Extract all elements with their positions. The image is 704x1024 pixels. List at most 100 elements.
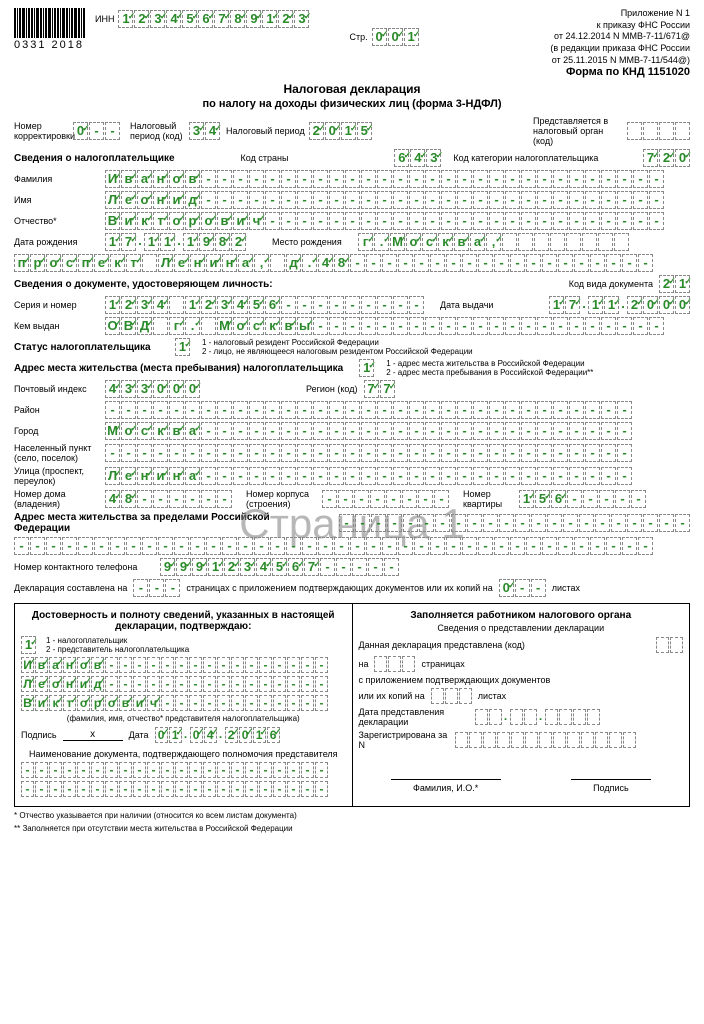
status-label: Статус налогоплательщика <box>14 342 169 353</box>
correction-cells: 0✓-- <box>73 122 120 140</box>
phone-cells: 9✓9✓9✓1✓2✓3✓4✓5✓6✓7✓----- <box>160 558 399 576</box>
official-sub: Сведения о представлении декларации <box>359 623 684 633</box>
official-date-label: Дата представления декларации <box>359 707 469 727</box>
tax-period-cells: 2✓0✓1✓5✓ <box>309 122 372 140</box>
official-copies-lbl1: или их копий на <box>359 691 425 701</box>
form-code: Форма по КНД 1151020 <box>14 66 690 78</box>
confirm-note1: 1 - налогоплательщик <box>46 636 189 645</box>
series-label: Серия и номер <box>14 300 99 310</box>
tax-period-code-label: Налоговый период (код) <box>130 121 185 141</box>
surname-cells: И✓в✓а✓н✓о✓в✓----------------------------… <box>105 170 664 188</box>
region-cells: 7✓7✓ <box>364 380 395 398</box>
district-cells: --------------------------------- <box>105 401 632 419</box>
official-pages-cells <box>374 656 415 672</box>
foreign-addr-cells1: ---------------------- <box>339 514 690 532</box>
tax-period-code-cells: 3✓4✓ <box>189 122 220 140</box>
official-date-cells: .. <box>475 709 600 725</box>
city-label: Город <box>14 426 99 436</box>
decl-pages-cells: --- <box>133 579 180 597</box>
page-cells: 0✓0✓1✓ <box>372 28 419 46</box>
id-doc-label: Сведения о документе, удостоверяющем лич… <box>14 279 273 290</box>
building-label: Номер корпуса (строения) <box>246 489 316 509</box>
confirm-block: Достоверность и полноту сведений, указан… <box>14 603 352 807</box>
decl-pages-lbl1: Декларация составлена на <box>14 583 127 593</box>
dob-label: Дата рождения <box>14 237 99 247</box>
pob-label: Место рождения <box>272 237 352 247</box>
rep-doc-cells1: ---------------------- <box>21 762 328 778</box>
street-label: Улица (проспект, переулок) <box>14 466 99 486</box>
phone-label: Номер контактного телефона <box>14 562 154 572</box>
official-title: Заполняется работником налогового органа <box>359 610 684 621</box>
confirm-surname-cells: И✓в✓а✓н✓о✓в✓---------------- <box>21 657 328 673</box>
header-row: 0331 2018 ИНН 1✓2✓3✓4✓5✓6✓7✓8✓9✓1✓2✓3✓ С… <box>14 8 690 66</box>
name-cells: Л✓е✓о✓н✓и✓д✓----------------------------… <box>105 191 664 209</box>
district-label: Район <box>14 405 99 415</box>
official-reg-label: Зарегистрирована за N <box>359 730 449 750</box>
house-label: Номер дома (владения) <box>14 489 99 509</box>
taxpayer-cat-cells: 7✓2✓0✓ <box>643 149 690 167</box>
date-label: Дата <box>129 730 149 740</box>
official-copies-cells <box>431 688 472 704</box>
address-type-cells: 1✓ <box>359 359 374 377</box>
issue-date-label: Дата выдачи <box>440 300 493 310</box>
confirm-note2: 2 - представитель налогоплательщика <box>46 645 189 654</box>
decl-pages-lbl2: страницах с приложением подтверждающих д… <box>186 583 492 593</box>
official-reg-cells <box>455 732 636 748</box>
doc-subtitle: по налогу на доходы физических лиц (форм… <box>14 98 690 110</box>
doc-type-label: Код вида документа <box>569 279 653 289</box>
tax-period-label: Налоговый период <box>226 126 305 136</box>
apt-label: Номер квартиры <box>463 489 513 509</box>
page-label: Стр. <box>349 32 367 42</box>
patronymic-cells: В✓и✓к✓т✓о✓р✓о✓в✓и✓ч✓--------------------… <box>105 212 664 230</box>
surname-label: Фамилия <box>14 174 99 184</box>
street-cells: Л✓е✓н✓и✓н✓а✓--------------------------- <box>105 467 632 485</box>
inn-cells: 1✓2✓3✓4✓5✓6✓7✓8✓9✓1✓2✓3✓ <box>118 10 309 28</box>
official-sign-label: Подпись <box>571 783 651 793</box>
decl-pages-lbl3: листах <box>552 583 580 593</box>
foreign-addr-cells2: ---------------------------------------- <box>14 537 653 555</box>
submit-to-label: Представляется в налоговый орган (код) <box>533 116 623 146</box>
taxpayer-cat-label: Код категории налогоплательщика <box>453 153 598 163</box>
apt-cells: 1✓5✓6✓----- <box>519 490 646 508</box>
rep-doc-cells2: ---------------------- <box>21 781 328 797</box>
patronymic-label: Отчество* <box>14 216 99 226</box>
pob1-cells: г✓.✓М✓о✓с✓к✓в✓а✓,✓ <box>358 233 629 251</box>
doc-type-cells: 2✓1✓ <box>659 275 690 293</box>
official-block: Заполняется работником налогового органа… <box>352 603 691 807</box>
top-right-notes: Приложение N 1 к приказу ФНС России от 2… <box>550 8 690 66</box>
official-copies-lbl2: листах <box>478 691 506 701</box>
locality-cells: --------------------------------- <box>105 444 632 462</box>
country-code-label: Код страны <box>241 153 289 163</box>
official-code-cells <box>656 637 683 653</box>
dob-cells: 1✓7✓.1✓1✓.1✓9✓8✓2✓ <box>105 233 246 251</box>
confirm-title: Достоверность и полноту сведений, указан… <box>21 610 346 632</box>
issued-by-label: Кем выдан <box>14 321 99 331</box>
city-cells: М✓о✓с✓к✓в✓а✓--------------------------- <box>105 422 632 440</box>
confirm-type-cells: 1✓ <box>21 636 36 654</box>
issued-by-cells: О✓В✓Д✓г✓.✓М✓о✓с✓к✓в✓ы✓------------------… <box>105 317 664 335</box>
correction-label: Номер корректировки <box>14 121 69 141</box>
taxpayer-info-label: Сведения о налогоплательщике <box>14 153 175 164</box>
submit-to-cells <box>627 122 690 140</box>
rep-fio-note: (фамилия, имя, отчество* представителя н… <box>21 714 346 723</box>
postcode-label: Почтовый индекс <box>14 384 99 394</box>
footnote1: * Отчество указывается при наличии (отно… <box>14 811 690 820</box>
address-note2: 2 - адрес места пребывания в Российской … <box>386 368 593 377</box>
country-code-cells: 6✓4✓3✓ <box>394 149 441 167</box>
official-code-label: Данная декларация представлена (код) <box>359 640 525 650</box>
address-label: Адрес места жительства (места пребывания… <box>14 363 343 374</box>
pob2-cells: п✓р✓о✓с✓п✓е✓к✓т✓Л✓е✓н✓и✓н✓а✓,✓д✓.✓4✓8✓--… <box>14 254 653 272</box>
series-cells: 1✓2✓3✓4✓1✓2✓3✓4✓5✓6✓--------- <box>105 296 424 314</box>
confirm-name-cells: Л✓е✓о✓н✓и✓д✓---------------- <box>21 676 328 692</box>
barcode: 0331 2018 <box>14 8 85 51</box>
confirm-patronymic-cells: В✓и✓к✓т✓о✓р✓о✓в✓и✓ч✓------------ <box>21 695 328 711</box>
bottom-section: Достоверность и полноту сведений, указан… <box>14 603 690 807</box>
sign-label: Подпись <box>21 730 57 740</box>
status-cells: 1✓ <box>175 338 190 356</box>
footnote2: ** Заполняется при отсутствии места жите… <box>14 824 690 833</box>
foreign-addr-label: Адрес места жительства за пределами Росс… <box>14 512 325 534</box>
building-cells: -------- <box>322 490 449 508</box>
official-pages-lbl1: на <box>359 659 369 669</box>
decl-attach-cells: 0✓-- <box>499 579 546 597</box>
locality-label: Населенный пункт (село, поселок) <box>14 443 99 463</box>
